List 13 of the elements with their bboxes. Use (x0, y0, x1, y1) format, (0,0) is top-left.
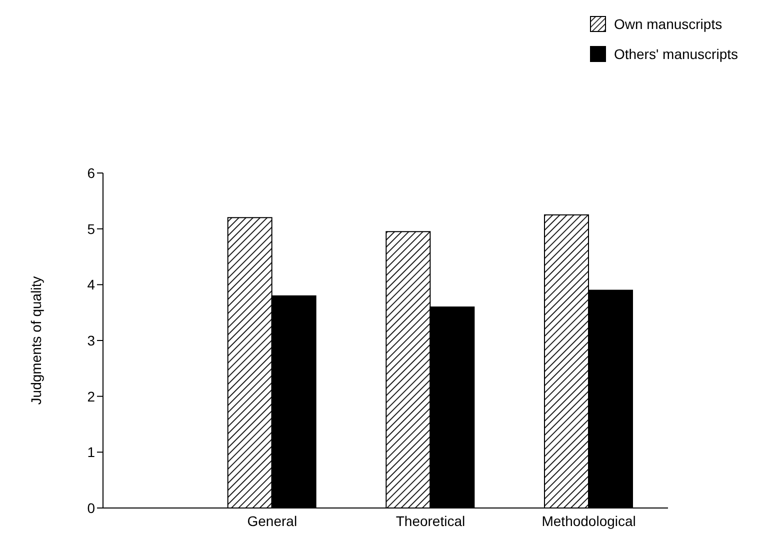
y-tick-label: 3 (87, 332, 96, 348)
text: Own manuscripts (614, 16, 722, 32)
x-tick-label: Theoretical (396, 512, 466, 529)
legend-label: Others' manuscripts (614, 46, 738, 62)
y-tick-label: 6 (87, 164, 96, 181)
y-tick-label: 5 (87, 220, 96, 237)
y-tick-label: 0 (87, 500, 96, 516)
y-axis-title: Judgments of quality (28, 276, 44, 405)
y-tick-label: 1 (87, 444, 96, 460)
y-tick-label: 2 (87, 388, 96, 404)
x-tick-label: General (247, 512, 298, 529)
y-tick-label: 4 (87, 276, 96, 293)
x-tick-label: Methodological (542, 512, 636, 529)
